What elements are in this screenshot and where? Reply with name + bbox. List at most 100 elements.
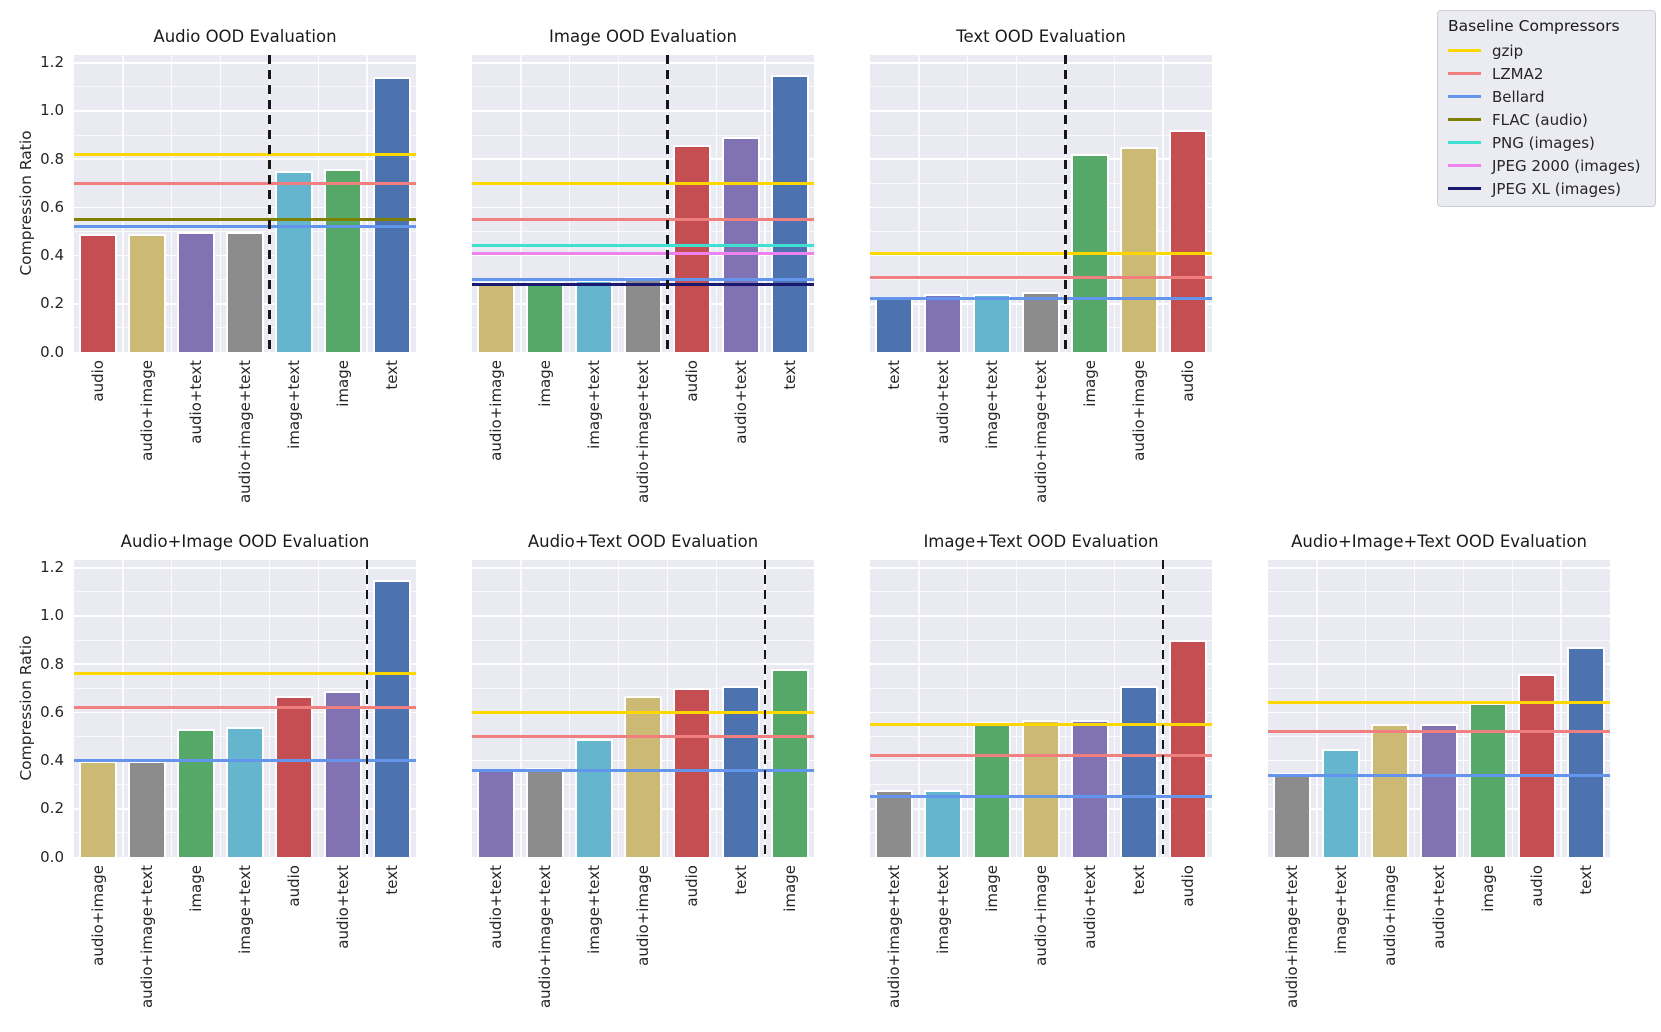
gridline-vertical [617, 560, 620, 857]
subplot-audio-text-ood-evaluation [472, 560, 814, 857]
baseline-jpeg-xl-images [472, 283, 814, 286]
baseline-gzip [870, 251, 1212, 255]
gridline-horizontal [472, 615, 814, 617]
x-tick-label-image-text: image+text [236, 865, 254, 954]
gridline-vertical [715, 560, 717, 857]
gridline-vertical [171, 55, 173, 352]
x-tick-label-image: image [333, 360, 352, 407]
baseline-lzma2 [472, 217, 814, 221]
gridline-horizontal [74, 86, 416, 88]
subplot-audio-image-text-ood-evaluation [1268, 560, 1610, 857]
baseline-gzip [74, 672, 416, 676]
plot-title-audio-ood-evaluation: Audio OOD Evaluation [153, 27, 337, 46]
y-tick-label: 0.4 [40, 751, 64, 770]
gridline-vertical [1015, 55, 1018, 352]
x-tick-label-audio-text: audio+text [333, 865, 352, 949]
baseline-gzip [74, 152, 416, 156]
bar-audio [672, 688, 711, 857]
gridline-vertical [317, 55, 319, 352]
plot-title-audio-text-ood-evaluation: Audio+Text OOD Evaluation [527, 532, 759, 551]
gridline-horizontal [870, 566, 1212, 569]
bar-image [973, 722, 1012, 857]
gridline-horizontal [870, 206, 1212, 209]
x-tick-label-text: text [731, 865, 750, 895]
bar-image-text [225, 726, 264, 857]
gridline-horizontal [472, 61, 814, 64]
gridline-horizontal [472, 110, 814, 112]
x-tick-label-audio-image: audio+image [487, 360, 506, 461]
baseline-bellard [472, 768, 814, 772]
x-tick-label-audio-image: audio+image [1381, 865, 1400, 966]
bar-text [1566, 647, 1605, 857]
gridline-horizontal [74, 687, 416, 689]
legend: Baseline Compressors gzip LZMA2 Bellard FLA… [1437, 10, 1656, 207]
legend-entry-bellard: Bellard [1448, 85, 1645, 108]
gridline-vertical [1015, 560, 1018, 857]
baseline-bellard [870, 297, 1212, 301]
gridline-horizontal [1268, 711, 1610, 714]
gridline-vertical [967, 560, 969, 857]
baseline-jpeg-2000-images [472, 251, 814, 255]
baseline-bellard [1268, 773, 1610, 777]
baseline-bellard [870, 795, 1212, 799]
ood-divider [1161, 560, 1165, 857]
bar-audio-image-text [225, 231, 264, 352]
bar-audio-text [1419, 724, 1458, 857]
plot-title-image-ood-evaluation: Image OOD Evaluation [549, 27, 737, 46]
gridline-horizontal [1268, 639, 1610, 641]
gridline-horizontal [472, 158, 814, 160]
x-tick-label-audio-text: audio+text [934, 360, 953, 444]
gridline-vertical [569, 55, 571, 352]
gridline-vertical [1413, 560, 1416, 857]
gridline-horizontal [74, 566, 416, 569]
x-tick-label-image: image [1080, 360, 1099, 407]
y-tick-label: 0.0 [40, 847, 64, 866]
x-tick-label-text: text [382, 360, 401, 390]
bar-audio-image [128, 233, 167, 352]
gridline-horizontal [74, 663, 416, 665]
x-tick-label-image-text: image+text [934, 865, 953, 954]
x-tick-label-audio-text: audio+text [487, 865, 506, 949]
x-tick-label-audio-image-text: audio+image+text [1032, 360, 1050, 504]
gridline-vertical [520, 560, 522, 857]
x-tick-label-image: image [187, 865, 206, 912]
y-tick-label: 1.2 [40, 558, 64, 577]
gridline-vertical [918, 55, 920, 352]
y-axis-label: Compression Ratio [17, 634, 35, 781]
baseline-lzma2 [870, 754, 1212, 758]
gridline-horizontal [870, 711, 1212, 714]
baseline-bellard [74, 225, 416, 229]
ood-divider [268, 55, 271, 352]
gridline-horizontal [472, 254, 814, 257]
gridline-horizontal [472, 230, 814, 232]
y-axis-label: Compression Ratio [17, 129, 35, 276]
y-tick-label: 1.0 [40, 101, 64, 120]
x-tick-label-audio: audio [1527, 865, 1546, 907]
baseline-gzip [472, 181, 814, 185]
x-tick-label-text: text [780, 360, 799, 390]
gridline-vertical [666, 560, 669, 857]
subplot-audio-ood-evaluation [74, 55, 416, 352]
plot-title-audio-image-ood-evaluation: Audio+Image OOD Evaluation [120, 532, 370, 551]
legend-entry-png-images: PNG (images) [1448, 131, 1645, 154]
legend-line-icon-jpeg-2000-images [1448, 164, 1481, 167]
x-tick-label-audio: audio [284, 865, 303, 907]
gridline-vertical [967, 55, 969, 352]
x-tick-label-image-text: image+text [284, 360, 303, 449]
x-tick-label-audio-image-text: audio+image+text [634, 360, 652, 504]
gridline-horizontal [870, 254, 1212, 257]
x-tick-label-image: image [1478, 865, 1497, 912]
baseline-flac-audio [74, 217, 416, 221]
x-tick-label-audio-image: audio+image [138, 360, 157, 461]
bar-text [1119, 685, 1158, 857]
gridline-vertical [520, 55, 522, 352]
legend-title: Baseline Compressors [1448, 17, 1620, 35]
gridline-vertical [122, 55, 124, 352]
bar-audio-image-text [1273, 772, 1312, 857]
gridline-horizontal [472, 566, 814, 569]
gridline-horizontal [74, 591, 416, 593]
bar-image-text [973, 294, 1012, 352]
ood-divider [666, 55, 669, 352]
baseline-lzma2 [472, 734, 814, 738]
